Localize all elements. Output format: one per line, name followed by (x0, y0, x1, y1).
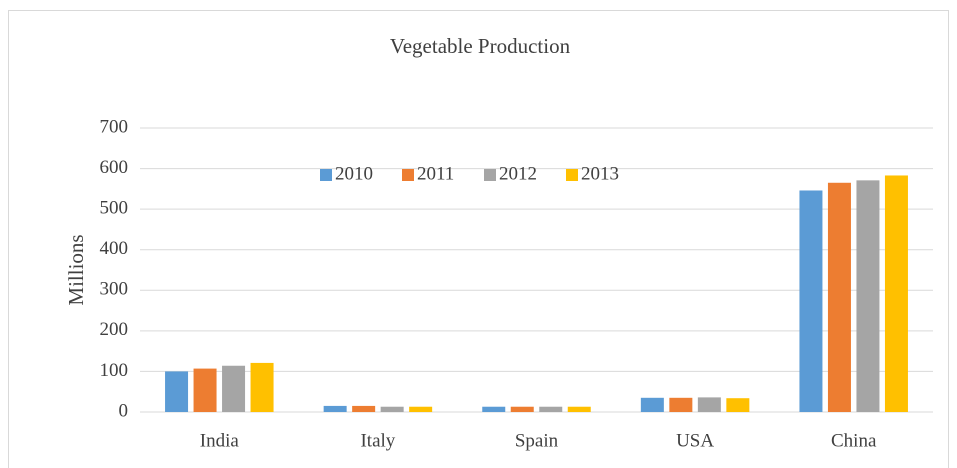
legend-swatch (402, 169, 414, 181)
bar (380, 406, 404, 412)
y-tick-label: 500 (100, 198, 129, 219)
x-tick-label: Italy (360, 430, 395, 451)
y-axis-label: Millions (64, 234, 88, 305)
bar (323, 405, 347, 412)
x-tick-label: Spain (515, 430, 559, 451)
bar (222, 365, 246, 412)
y-tick-label: 600 (100, 157, 129, 178)
legend-label: 2011 (417, 163, 454, 184)
bar (567, 406, 591, 412)
y-tick-label: 200 (100, 319, 129, 340)
y-tick-label: 400 (100, 238, 129, 259)
legend-swatch (320, 169, 332, 181)
bar (539, 406, 563, 412)
bar (827, 182, 851, 412)
y-tick-label: 0 (119, 400, 129, 421)
bar (697, 397, 721, 412)
bar (726, 398, 750, 412)
y-tick-label: 100 (100, 360, 129, 381)
bar (409, 406, 433, 412)
bar (856, 180, 880, 412)
legend-swatch (566, 169, 578, 181)
legend-label: 2010 (335, 163, 373, 184)
legend-label: 2013 (581, 163, 619, 184)
bar (510, 406, 534, 412)
bar (193, 368, 217, 412)
legend-swatch (484, 169, 496, 181)
bar (640, 397, 664, 412)
x-tick-label: China (831, 430, 877, 451)
bar (250, 362, 274, 412)
bar (669, 397, 693, 412)
chart-title: Vegetable Production (390, 34, 571, 58)
bar (165, 371, 189, 412)
bar (482, 406, 506, 412)
x-tick-label: USA (676, 430, 714, 451)
x-tick-label: India (200, 430, 240, 451)
bar (799, 190, 823, 412)
bar (352, 405, 376, 412)
y-tick-label: 700 (100, 116, 129, 137)
legend-label: 2012 (499, 163, 537, 184)
bar (884, 175, 908, 412)
y-tick-label: 300 (100, 279, 129, 300)
